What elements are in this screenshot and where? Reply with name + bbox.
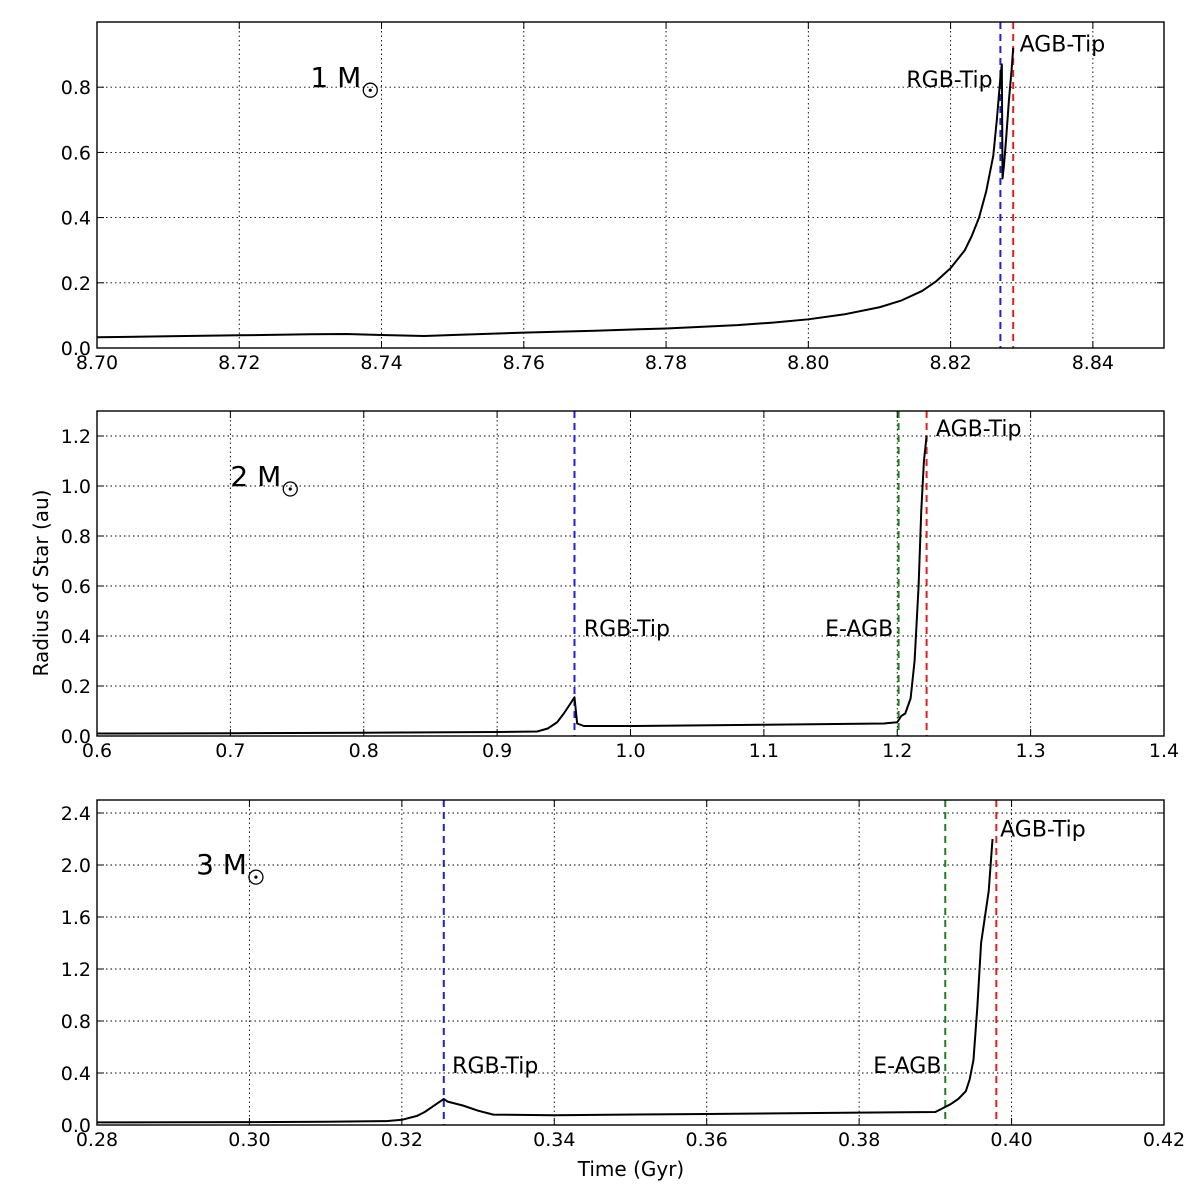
radius-curve: [96, 435, 928, 735]
x-tick-label: 0.40: [990, 1129, 1032, 1151]
y-tick-label: 1.2: [61, 959, 91, 981]
x-tick-label: 0.32: [381, 1129, 423, 1151]
x-tick-label: 0.6: [82, 740, 112, 762]
x-tick-label: 0.34: [533, 1129, 575, 1151]
plot-frame: [96, 799, 1165, 1126]
y-axis-label: Radius of Star (au): [29, 490, 53, 677]
x-tick-label: 8.72: [218, 352, 260, 374]
y-tick-label: 0.4: [61, 1063, 91, 1085]
y-tick-label: 0.0: [61, 726, 91, 748]
y-tick-label: 1.2: [61, 426, 91, 448]
x-tick-label: 1.0: [615, 740, 645, 762]
x-axis-label: Time (Gyr): [577, 1157, 684, 1181]
plot-frame: [96, 21, 1165, 349]
x-tick-label: 8.84: [1072, 352, 1114, 374]
radius-curve: [96, 838, 994, 1124]
annotation-rgb-tip: RGB-Tip: [584, 617, 670, 642]
mass-label: 1 M: [310, 61, 361, 94]
x-tick-label: 1.3: [1016, 740, 1046, 762]
x-tick-label: 1.2: [882, 740, 912, 762]
x-tick-label: 8.76: [503, 352, 545, 374]
sun-symbol-dot: [368, 88, 372, 92]
sun-symbol-icon: [282, 481, 298, 497]
annotation-e-agb: E-AGB: [873, 1054, 941, 1079]
annotation-rgb-tip: RGB-Tip: [906, 68, 992, 93]
annotation-agb-tip: AGB-Tip: [1000, 817, 1086, 842]
mass-label: 2 M: [230, 460, 281, 493]
y-tick-label: 0.8: [61, 1011, 91, 1033]
x-tick-label: 8.74: [360, 352, 402, 374]
annotation-agb-tip: AGB-Tip: [1020, 32, 1106, 57]
x-tick-label: 0.36: [686, 1129, 728, 1151]
x-tick-label: 0.9: [482, 740, 512, 762]
sun-symbol-icon: [248, 869, 264, 885]
y-tick-label: 2.4: [61, 803, 91, 825]
y-tick-label: 0.8: [61, 526, 91, 548]
y-tick-label: 0.6: [61, 142, 91, 164]
y-tick-label: 1.6: [61, 907, 91, 929]
y-tick-label: 0.2: [61, 273, 91, 295]
panel-3-msun: 0.28 0.30 0.32 0.34 0.36 0.38 0.40 0.42 0.0 0.4 0.…: [61, 799, 1185, 1151]
plot-frame: [96, 410, 1165, 737]
x-tick-label: 1.1: [749, 740, 779, 762]
sun-symbol-icon: [362, 82, 378, 98]
x-tick-label: 0.30: [228, 1129, 270, 1151]
y-tick-label: 0.4: [61, 208, 91, 230]
x-tick-label: 8.70: [76, 352, 118, 374]
y-tick-label: 0.2: [61, 676, 91, 698]
x-tick-label: 8.78: [645, 352, 687, 374]
annotation-agb-tip: AGB-Tip: [936, 417, 1022, 442]
sun-symbol-dot: [288, 487, 292, 491]
x-tick-label: 1.4: [1149, 740, 1179, 762]
annotation-e-agb: E-AGB: [825, 617, 893, 642]
x-tick-label: 0.8: [349, 740, 379, 762]
y-tick-label: 1.0: [61, 476, 91, 498]
radius-curve: [96, 48, 1015, 339]
annotation-rgb-tip: RGB-Tip: [452, 1054, 538, 1079]
panel-1-msun: 8.70 8.72 8.74 8.76 8.78 8.80 8.82 8.84 0.0 0.2 0.…: [61, 21, 1165, 374]
x-tick-label: 0.7: [215, 740, 245, 762]
y-tick-label: 0.6: [61, 576, 91, 598]
x-tick-label: 8.80: [787, 352, 829, 374]
y-tick-label: 2.0: [61, 855, 91, 877]
panel-2-msun: 0.6 0.7 0.8 0.9 1.0 1.1 1.2 1.3 1.4 0.0 0.2 0.4 0.6 0…: [61, 410, 1179, 762]
y-tick-label: 0.8: [61, 77, 91, 99]
sun-symbol-dot: [254, 875, 258, 879]
y-tick-label: 0.0: [61, 338, 91, 360]
x-tick-label: 0.38: [838, 1129, 880, 1151]
y-tick-label: 0.0: [61, 1115, 91, 1137]
panels: 8.70 8.72 8.74 8.76 8.78 8.80 8.82 8.840.00.20.…: [61, 21, 1185, 1151]
y-tick-label: 0.4: [61, 626, 91, 648]
x-tick-label: 0.28: [76, 1129, 118, 1151]
x-tick-label: 8.82: [929, 352, 971, 374]
mass-label: 3 M: [196, 848, 247, 881]
x-tick-label: 0.42: [1143, 1129, 1185, 1151]
